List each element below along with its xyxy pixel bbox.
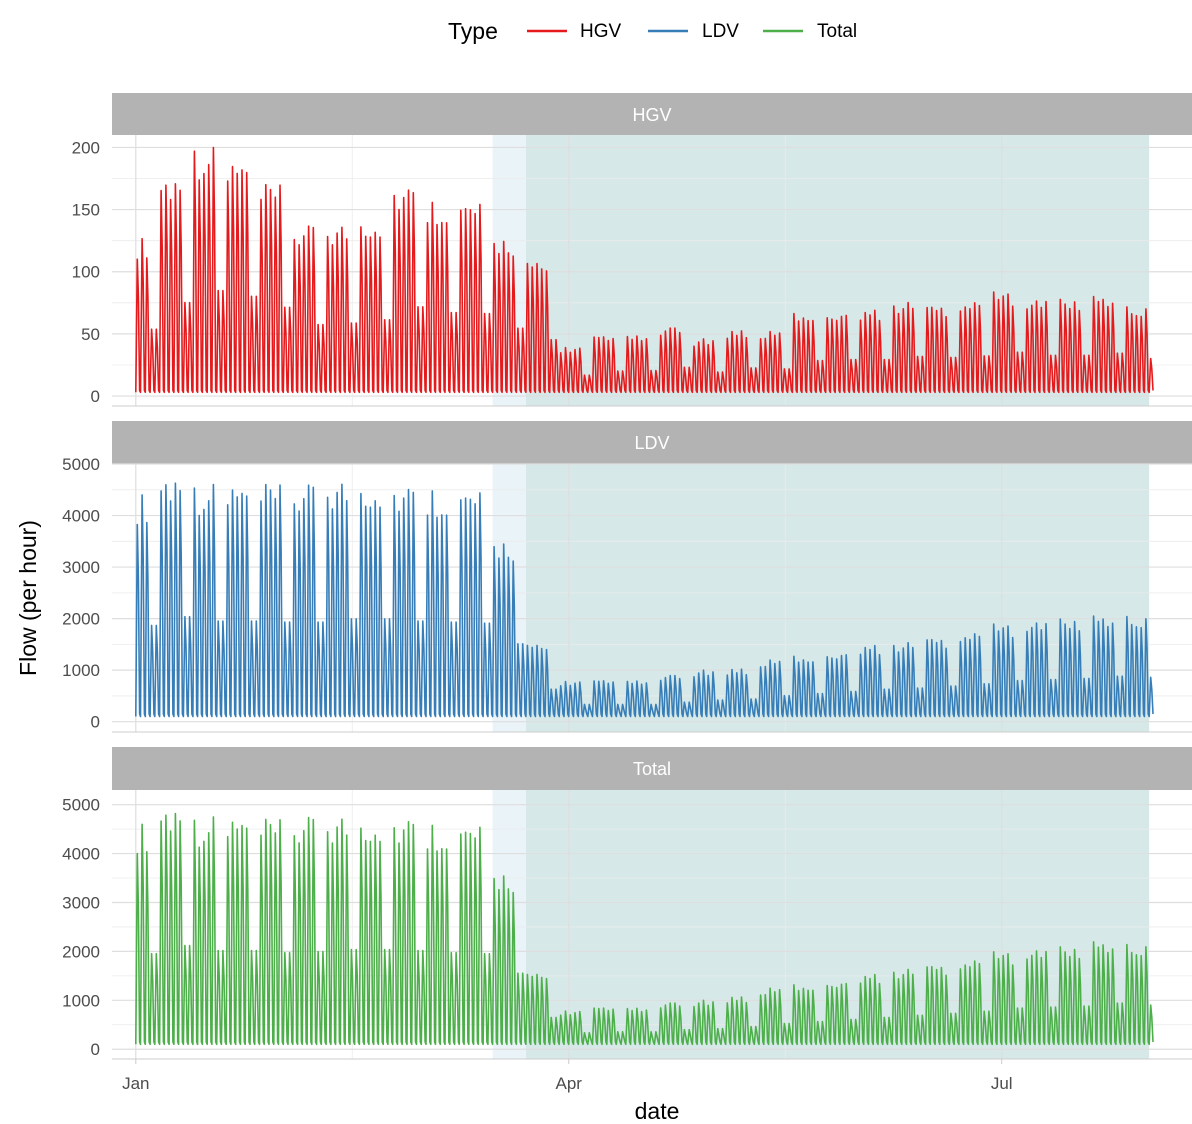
series-line-hgv: [135, 146, 1154, 394]
x-tick-label: Jan: [122, 1074, 149, 1093]
y-tick-label: 2000: [62, 942, 100, 961]
facet-strip: [112, 747, 1192, 790]
x-axis: Jan Apr Jul: [122, 1059, 1013, 1093]
facet-strip-label: Total: [633, 759, 671, 779]
legend-item-hgv: HGV: [527, 21, 622, 42]
y-tick-label: 0: [91, 713, 100, 732]
legend-label-ldv: LDV: [702, 21, 739, 42]
x-tick-label: Apr: [556, 1074, 583, 1093]
y-axis-title: Flow (per hour): [15, 520, 41, 676]
legend-item-ldv: LDV: [648, 21, 739, 42]
legend: Type HGV LDV Total: [448, 18, 857, 44]
legend-label-total: Total: [817, 21, 857, 42]
y-tick-label: 1000: [62, 661, 100, 680]
x-axis-title: date: [635, 1098, 680, 1124]
x-tick-label: Jul: [991, 1074, 1013, 1093]
series-line-total: [135, 812, 1154, 1046]
legend-title: Type: [448, 18, 498, 44]
y-tick-label: 50: [81, 325, 100, 344]
panel-ldv: LDV 0 1000 2000 3000 4000 5000: [62, 421, 1192, 733]
panel-total: Total 0 1000 2000 3000 4000 5000: [62, 747, 1192, 1060]
y-tick-label: 100: [72, 263, 100, 282]
panel-hgv: HGV 0 50 100 150 200: [72, 93, 1192, 407]
y-tick-label: 5000: [62, 796, 100, 815]
y-tick-label: 200: [72, 138, 100, 157]
legend-item-total: Total: [763, 21, 857, 42]
y-tick-label: 0: [91, 387, 100, 406]
y-tick-label: 4000: [62, 507, 100, 526]
y-tick-label: 150: [72, 201, 100, 220]
y-tick-label: 3000: [62, 558, 100, 577]
y-tick-label: 1000: [62, 991, 100, 1010]
series-line-ldv: [135, 482, 1154, 718]
facet-strip: [112, 93, 1192, 135]
facet-strip-label: LDV: [634, 433, 669, 453]
panels: HGV050100150200LDV010002000300040005000T…: [62, 93, 1192, 1060]
legend-label-hgv: HGV: [580, 21, 622, 42]
y-tick-label: 2000: [62, 610, 100, 629]
y-tick-label: 5000: [62, 455, 100, 474]
y-tick-label: 4000: [62, 845, 100, 864]
facet-strip: [112, 421, 1192, 464]
facet-strip-label: HGV: [632, 105, 671, 125]
y-tick-label: 0: [91, 1040, 100, 1059]
y-tick-label: 3000: [62, 893, 100, 912]
